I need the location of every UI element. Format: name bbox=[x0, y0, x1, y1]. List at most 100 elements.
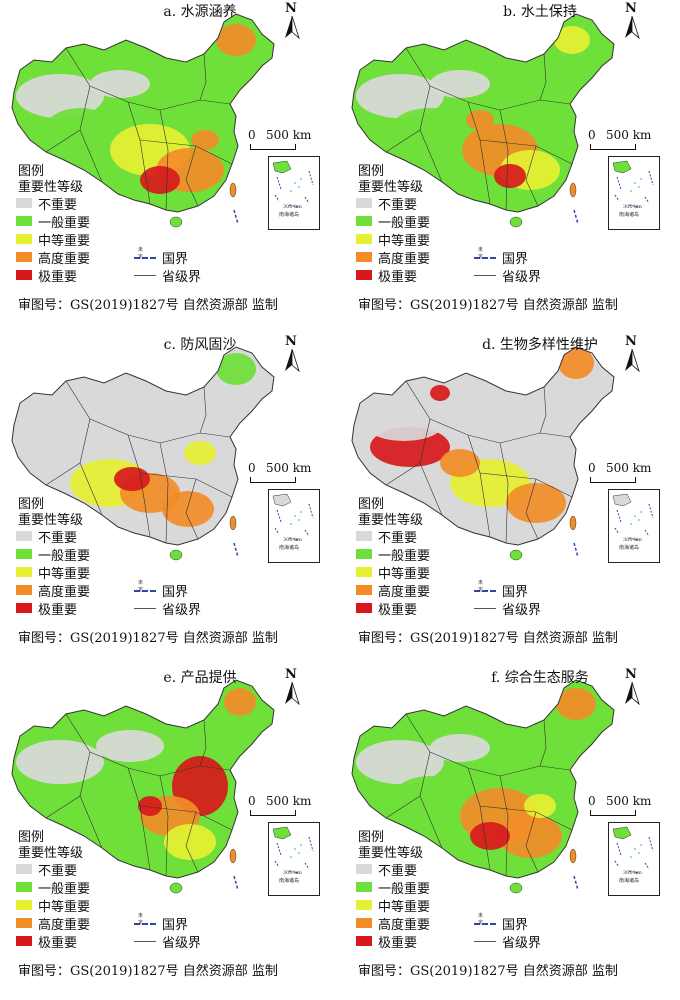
legend-label: 一般重要 bbox=[378, 882, 431, 897]
provincial-boundary bbox=[65, 47, 161, 111]
scale-zero: 0 bbox=[588, 794, 596, 808]
south-china-sea-inset: 南海诸岛 300 km bbox=[268, 822, 320, 896]
provincial-boundary bbox=[385, 462, 421, 486]
legend-title: 图例 bbox=[358, 830, 385, 845]
importance-zone-high bbox=[506, 483, 566, 523]
legend-label: 一般重要 bbox=[378, 216, 431, 231]
provincial-boundary bbox=[65, 380, 161, 444]
importance-zone-high bbox=[162, 491, 214, 527]
legend-label: 一般重要 bbox=[38, 882, 91, 897]
legend: 图例 重要性等级 不重要 一般重要 中等重要 高度重要 极重要 未定 国界 省级界 bbox=[354, 160, 654, 285]
legend-label: 极重要 bbox=[378, 603, 418, 618]
legend-title: 图例 bbox=[358, 497, 385, 512]
legend: 图例 重要性等级 不重要 一般重要 中等重要 高度重要 极重要 未定 国界 省级界 bbox=[14, 826, 314, 951]
provincial-boundary bbox=[199, 719, 207, 767]
legend: 图例 重要性等级 不重要 一般重要 中等重要 高度重要 极重要 未定 国界 省级界 bbox=[354, 826, 654, 951]
inset-scale: 300 km bbox=[283, 204, 302, 210]
approval-number: 审图号：GS(2019)1827号 自然资源部 监制 bbox=[18, 298, 278, 313]
maritime-boundary bbox=[233, 542, 239, 558]
approval-number: 审图号：GS(2019)1827号 自然资源部 监制 bbox=[358, 964, 618, 979]
china-map bbox=[11, 346, 275, 561]
legend-national-border-label: 国界 bbox=[502, 918, 529, 933]
maritime-boundary bbox=[573, 875, 579, 891]
panel-d: d. 生物多样性维护 N 0 500 km 南海诸岛 300 km 图例 重要性等级 不重要 一般… bbox=[340, 333, 680, 666]
importance-zone-medium bbox=[164, 824, 216, 860]
approval-number: 审图号：GS(2019)1827号 自然资源部 监制 bbox=[358, 631, 618, 646]
provincial-boundary bbox=[525, 811, 539, 873]
maritime-boundary bbox=[233, 875, 239, 891]
legend-title: 图例 bbox=[358, 164, 385, 179]
legend: 图例 重要性等级 不重要 一般重要 中等重要 高度重要 极重要 未定 国界 省级界 bbox=[14, 160, 314, 285]
taiwan-island bbox=[569, 515, 577, 531]
national-boundary bbox=[351, 346, 615, 546]
provincial-boundary bbox=[385, 129, 421, 153]
north-arrow-icon: N bbox=[280, 1, 306, 42]
provincial-boundary bbox=[159, 109, 169, 211]
legend-label: 不重要 bbox=[38, 198, 78, 213]
legend-swatch bbox=[16, 234, 32, 244]
importance-zone-not-important bbox=[16, 74, 104, 118]
legend-swatch bbox=[356, 531, 372, 541]
importance-zone-high bbox=[216, 24, 256, 56]
legend-subtitle: 重要性等级 bbox=[358, 846, 424, 861]
importance-zone-general bbox=[70, 788, 130, 824]
scale-zero: 0 bbox=[588, 128, 596, 142]
maritime-boundary bbox=[233, 209, 239, 225]
legend-provincial-border-label: 省级界 bbox=[502, 270, 542, 285]
inset-label: 南海诸岛 bbox=[279, 878, 300, 884]
provincial-boundary bbox=[159, 442, 169, 544]
panel-a: a. 水源涵养 N 0 500 km 南海诸岛 300 km 图例 重要性等级 不重要 一般重要中… bbox=[0, 0, 340, 333]
provincial-boundary bbox=[499, 775, 509, 877]
legend-label: 高度重要 bbox=[378, 918, 431, 933]
south-china-sea-inset: 南海诸岛 300 km bbox=[608, 156, 660, 230]
scale-distance: 500 km bbox=[606, 794, 652, 808]
legend-swatch bbox=[16, 936, 32, 946]
provincial-boundary bbox=[185, 145, 199, 207]
legend-provincial-border-label: 省级界 bbox=[502, 603, 542, 618]
importance-zone-extreme bbox=[140, 166, 180, 194]
maritime-boundary bbox=[573, 209, 579, 225]
legend-national-border-label: 国界 bbox=[162, 252, 189, 267]
provincial-boundary bbox=[199, 53, 207, 101]
panel-title: e. 产品提供 bbox=[163, 670, 237, 686]
legend-undetermined: 未定 bbox=[478, 580, 484, 593]
north-label: N bbox=[625, 1, 637, 16]
legend-swatch bbox=[16, 531, 32, 541]
importance-zone-not-important bbox=[110, 393, 190, 433]
inset-label: 南海诸岛 bbox=[619, 545, 640, 551]
maritime-boundary bbox=[573, 542, 579, 558]
north-arrow-icon: N bbox=[620, 1, 646, 42]
scale-zero: 0 bbox=[248, 128, 256, 142]
approval-number: 审图号：GS(2019)1827号 自然资源部 监制 bbox=[18, 631, 278, 646]
legend-undetermined: 未定 bbox=[138, 247, 144, 260]
legend-label: 不重要 bbox=[378, 531, 418, 546]
taiwan-island bbox=[229, 182, 237, 198]
legend-swatch bbox=[356, 252, 372, 262]
legend-swatch bbox=[356, 549, 372, 559]
importance-zone-not-important bbox=[356, 740, 444, 784]
panel-title: f. 综合生态服务 bbox=[491, 670, 589, 686]
scale-bar: 0 500 km bbox=[584, 461, 674, 487]
legend-label: 高度重要 bbox=[378, 252, 431, 267]
legend-title: 图例 bbox=[18, 497, 45, 512]
inset-scale: 300 km bbox=[623, 870, 642, 876]
importance-zone-extreme bbox=[114, 467, 150, 491]
legend-swatch bbox=[16, 918, 32, 928]
importance-zone-not-important bbox=[364, 405, 444, 441]
legend-swatch bbox=[16, 882, 32, 892]
inset-scale: 300 km bbox=[283, 537, 302, 543]
legend-title: 图例 bbox=[18, 830, 45, 845]
provincial-boundary bbox=[525, 478, 539, 540]
china-map bbox=[11, 679, 275, 894]
legend-swatch bbox=[356, 270, 372, 280]
importance-zone-not-important bbox=[90, 70, 150, 98]
importance-zone-general bbox=[46, 108, 114, 148]
importance-zone-medium bbox=[184, 441, 216, 465]
legend-label: 中等重要 bbox=[38, 900, 91, 915]
legend-swatch bbox=[356, 585, 372, 595]
legend-label: 一般重要 bbox=[378, 549, 431, 564]
legend-provincial-border-label: 省级界 bbox=[162, 270, 202, 285]
inset-label: 南海诸岛 bbox=[279, 212, 300, 218]
china-map bbox=[351, 679, 615, 894]
importance-zone-high bbox=[191, 130, 219, 150]
